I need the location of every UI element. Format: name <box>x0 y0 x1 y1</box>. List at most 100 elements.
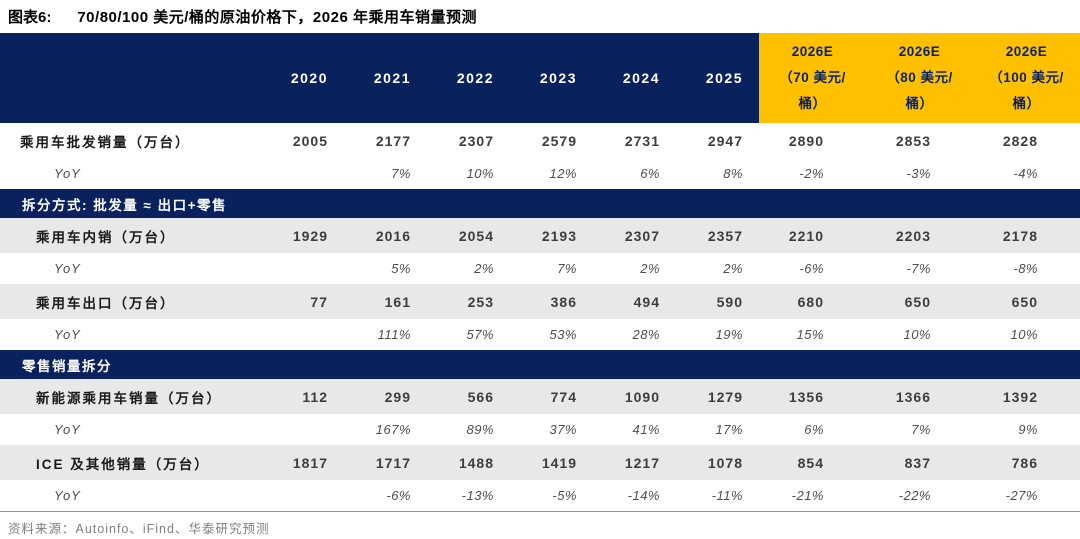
yoy-cell: -4% <box>1013 166 1038 181</box>
yoy-cell: 7% <box>911 422 931 437</box>
forecast-header-line: 2026E <box>1005 43 1048 59</box>
section-row: 拆分方式: 批发量 ≈ 出口+零售 <box>0 189 1080 218</box>
year-header: 2024 <box>593 33 676 123</box>
yoy-cell: 17% <box>715 422 743 437</box>
row-label: 新能源乘用车销量（万台） <box>0 379 261 414</box>
yoy-cell: 15% <box>796 327 824 342</box>
yoy-cell <box>261 253 344 284</box>
value-cell: 299 <box>344 379 427 414</box>
value-cell: 2357 <box>676 218 759 253</box>
yoy-cell <box>261 414 344 445</box>
yoy-cell: 12% <box>549 166 577 181</box>
forecast-table: 2020 2021 2022 2023 2024 2025 2026E （70 美元/桶） 20… <box>0 33 1080 511</box>
year-header: 2021 <box>344 33 427 123</box>
yoy-cell: 7% <box>557 261 577 276</box>
header-corner <box>0 33 261 123</box>
yoy-cell: 5% <box>391 261 411 276</box>
forecast-header-line: 2026E <box>898 43 941 59</box>
value-cell: 1078 <box>676 445 759 480</box>
forecast-header-line: 桶） <box>1012 96 1041 112</box>
yoy-cell: -8% <box>1013 261 1038 276</box>
yoy-cell: 10% <box>1010 327 1038 342</box>
value-cell: 386 <box>510 284 593 319</box>
section-row: 零售销量拆分 <box>0 350 1080 379</box>
forecast-header: 2026E （80 美元/桶） <box>866 33 973 123</box>
yoy-cell: -3% <box>906 166 931 181</box>
yoy-cell: -6% <box>799 261 824 276</box>
yoy-cell <box>261 158 344 189</box>
value-cell: 1356 <box>759 379 866 414</box>
value-cell: 1817 <box>261 445 344 480</box>
value-cell: 1279 <box>676 379 759 414</box>
yoy-cell: 19% <box>715 327 743 342</box>
value-cell: 1392 <box>973 379 1080 414</box>
source-note-text: 资料来源：Autoinfo、iFind、华泰研究预测 <box>8 522 270 536</box>
forecast-header-line: （100 美元/ <box>989 69 1064 85</box>
yoy-cell: 2% <box>474 261 494 276</box>
yoy-cell: 89% <box>466 422 494 437</box>
value-cell: 1419 <box>510 445 593 480</box>
forecast-header-line: （80 美元/ <box>886 69 953 85</box>
value-cell: 1366 <box>866 379 973 414</box>
yoy-cell: -11% <box>711 488 743 503</box>
row-label: 乘用车批发销量（万台） <box>20 134 191 150</box>
yoy-row: YoY 7% 10% 12% 6% 8% -2% -3% -4% <box>0 158 1080 189</box>
yoy-row: YoY 167% 89% 37% 41% 17% 6% 7% 9% <box>0 414 1080 445</box>
row-label: 乘用车内销（万台） <box>0 218 261 253</box>
value-cell: 2210 <box>759 218 866 253</box>
value-cell: 2579 <box>541 132 577 149</box>
value-cell: 112 <box>261 379 344 414</box>
value-cell: 566 <box>427 379 510 414</box>
yoy-cell: 167% <box>375 422 411 437</box>
value-cell: 2731 <box>624 132 660 149</box>
value-cell: 2203 <box>866 218 973 253</box>
value-cell: 2947 <box>707 132 743 149</box>
figure-title-text: 70/80/100 美元/桶的原油价格下，2026 年乘用车销量预测 <box>77 9 477 26</box>
value-cell: 1929 <box>261 218 344 253</box>
row-label: YoY <box>54 488 81 503</box>
value-cell: 650 <box>866 284 973 319</box>
value-cell: 786 <box>973 445 1080 480</box>
forecast-header: 2026E （100 美元/桶） <box>973 33 1080 123</box>
value-cell: 253 <box>427 284 510 319</box>
table-row: 乘用车出口（万台） 77 161 253 386 494 590 680 650 650 <box>0 284 1080 319</box>
yoy-cell: 6% <box>640 166 660 181</box>
yoy-cell: -27% <box>1005 488 1038 503</box>
value-cell: 494 <box>593 284 676 319</box>
yoy-cell: 53% <box>549 327 577 342</box>
yoy-row: YoY -6% -13% -5% -14% -11% -21% -22% -27% <box>0 480 1080 511</box>
yoy-cell: 10% <box>903 327 931 342</box>
yoy-cell <box>261 319 344 350</box>
value-cell: 680 <box>759 284 866 319</box>
value-cell: 774 <box>510 379 593 414</box>
value-cell: 837 <box>866 445 973 480</box>
yoy-cell: 28% <box>632 327 660 342</box>
value-cell: 2054 <box>427 218 510 253</box>
year-header: 2020 <box>261 33 344 123</box>
yoy-cell: 10% <box>466 166 494 181</box>
yoy-cell: -7% <box>906 261 931 276</box>
forecast-header-line: 桶） <box>798 96 827 112</box>
forecast-header-line: （70 美元/ <box>779 69 846 85</box>
value-cell: 854 <box>759 445 866 480</box>
forecast-header-line: 2026E <box>791 43 834 59</box>
figure-title: 图表6: 70/80/100 美元/桶的原油价格下，2026 年乘用车销量预测 <box>0 0 1080 33</box>
value-cell: 1090 <box>593 379 676 414</box>
yoy-cell: 41% <box>632 422 660 437</box>
section-label: 零售销量拆分 <box>0 350 1080 379</box>
forecast-header-line: 桶） <box>905 96 934 112</box>
value-cell: 2853 <box>895 132 931 149</box>
row-label: YoY <box>54 327 81 342</box>
yoy-cell: 111% <box>377 327 411 342</box>
value-cell: 2828 <box>1002 132 1038 149</box>
row-label: YoY <box>54 261 81 276</box>
yoy-cell: -5% <box>552 488 577 503</box>
source-note: 资料来源：Autoinfo、iFind、华泰研究预测 <box>0 511 1080 537</box>
yoy-cell: 37% <box>549 422 577 437</box>
table-row: 新能源乘用车销量（万台） 112 299 566 774 1090 1279 1356 1366… <box>0 379 1080 414</box>
value-cell: 590 <box>676 284 759 319</box>
row-label: ICE 及其他销量（万台） <box>0 445 261 480</box>
table-row: 乘用车批发销量（万台） 2005 2177 2307 2579 2731 2947 2890 2… <box>0 123 1080 158</box>
row-label: YoY <box>54 422 81 437</box>
